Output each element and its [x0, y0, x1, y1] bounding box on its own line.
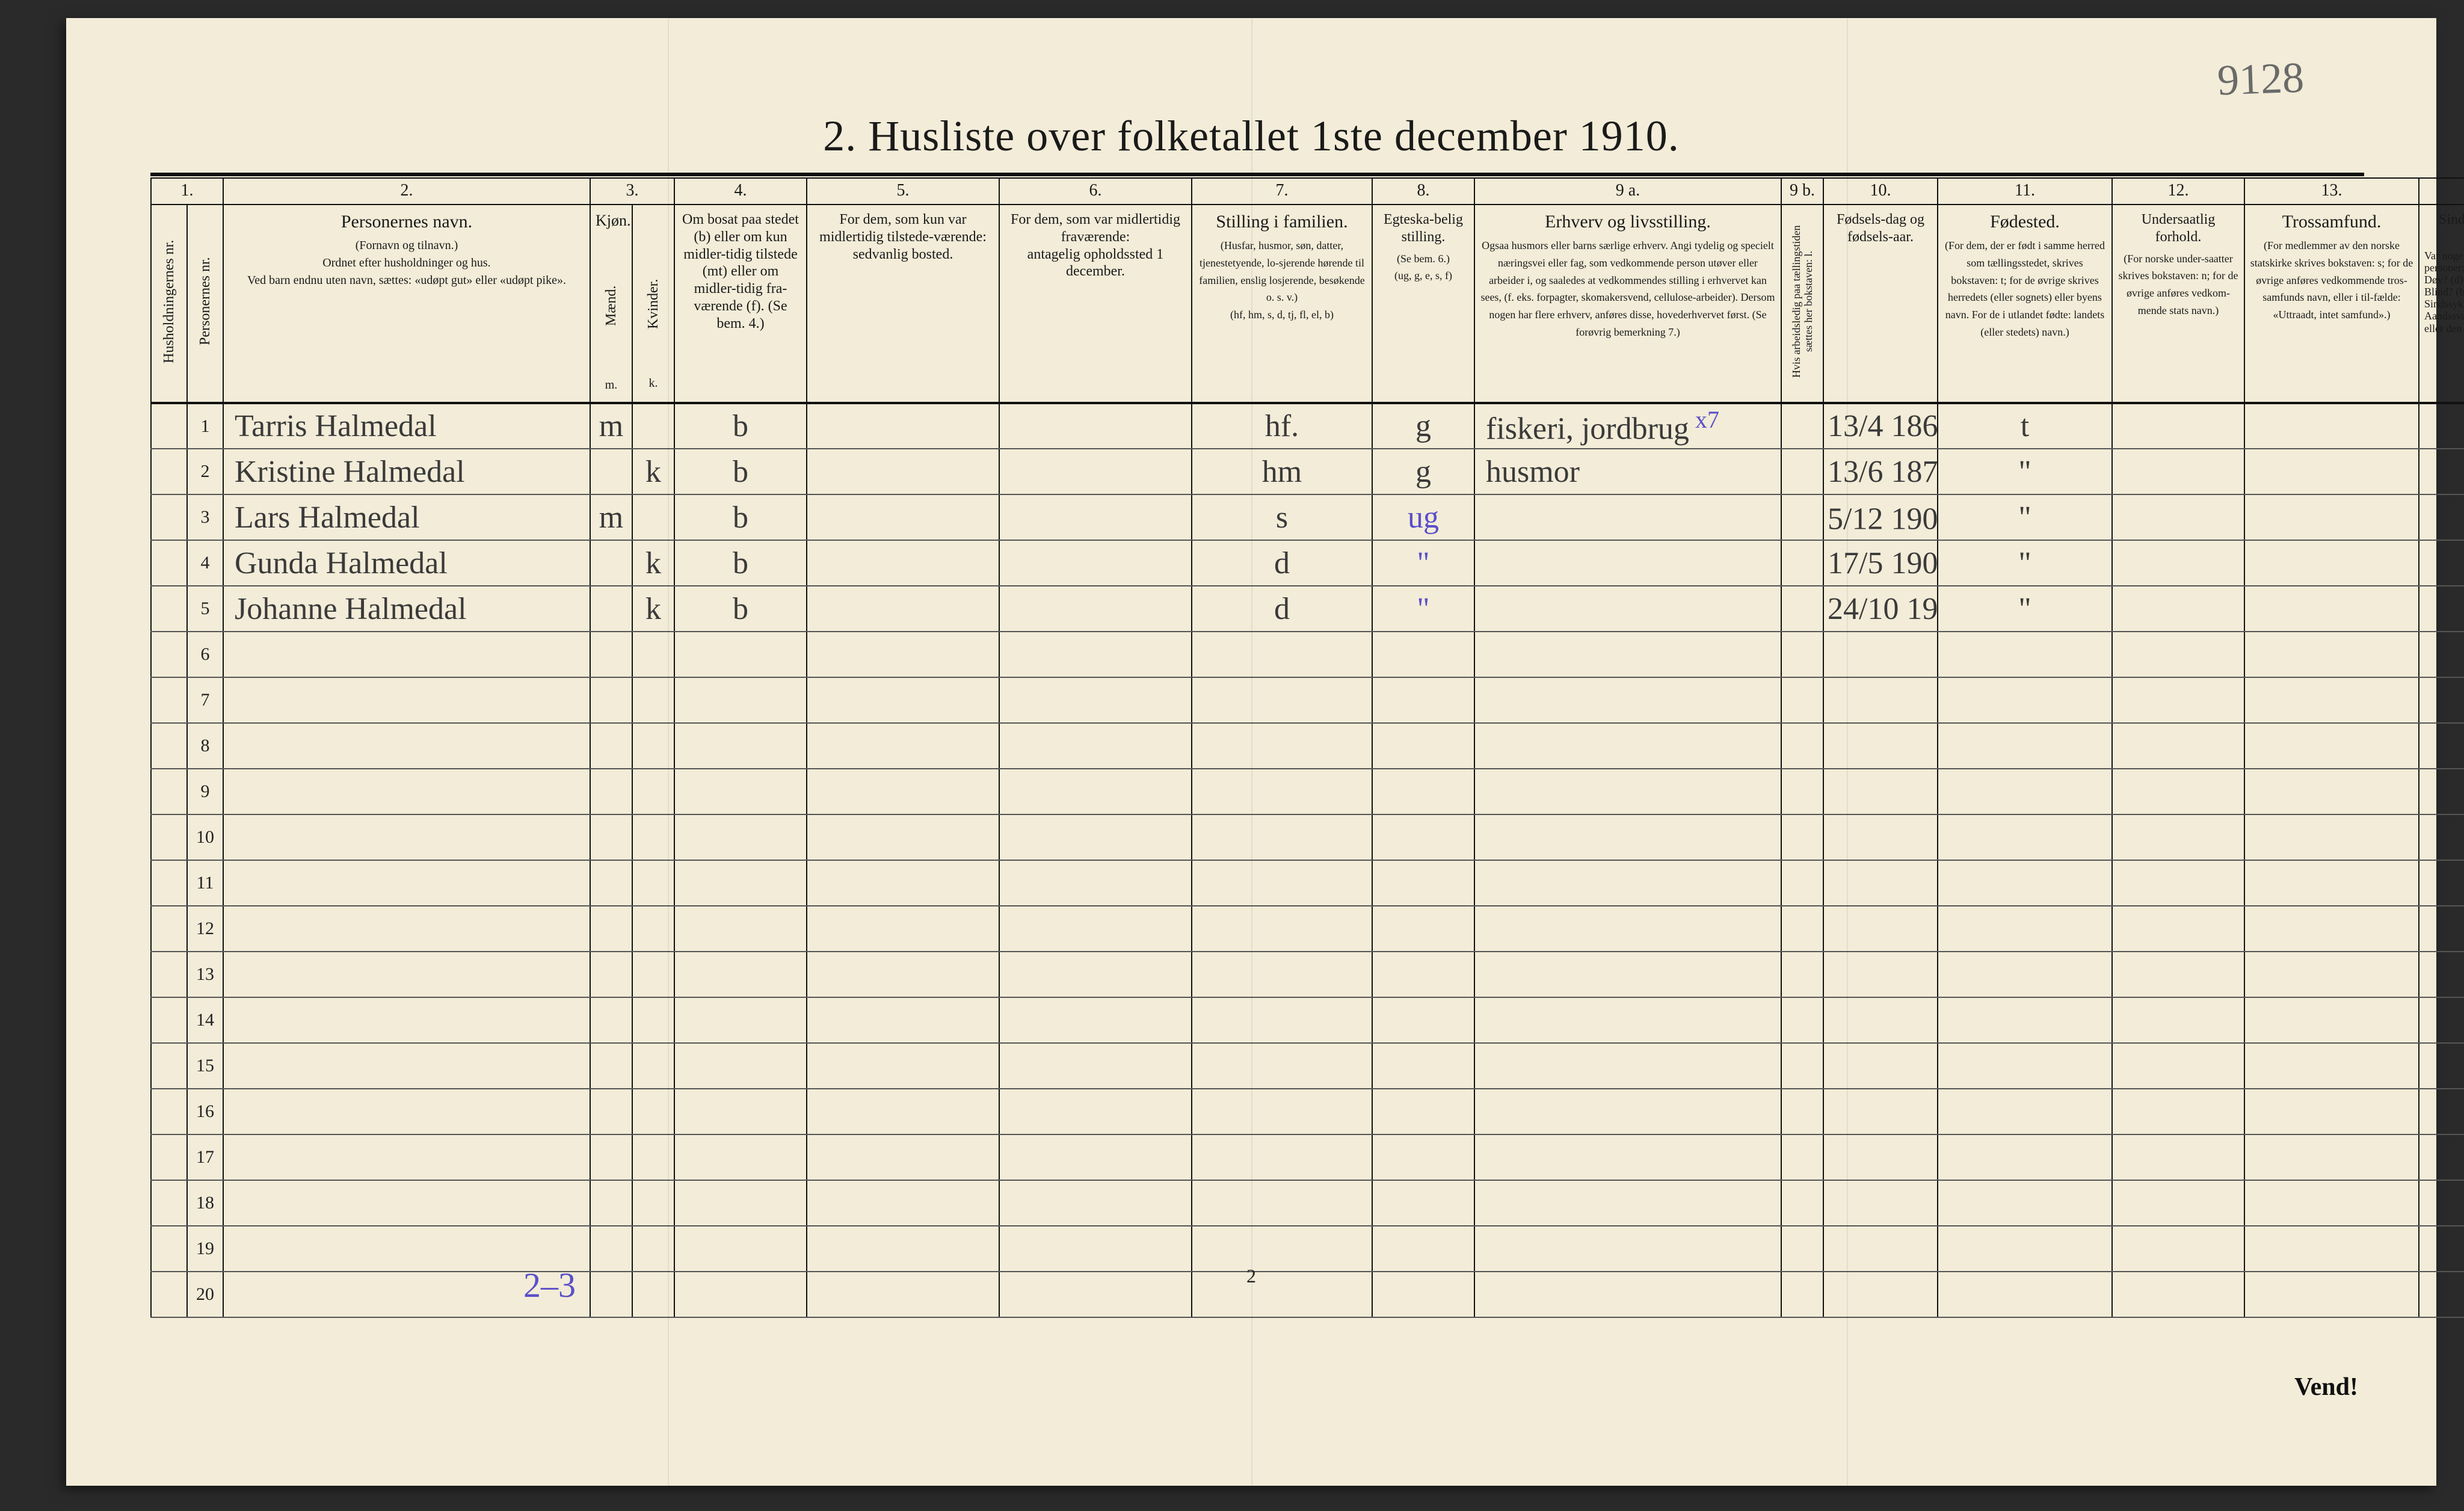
table-row: 3Lars Halmedalmbsug5/12 1902 +1" — [151, 494, 2464, 540]
census-rows: 1Tarris Halmedalmbhf.gfiskeri, jordbrug … — [151, 403, 2464, 1317]
colnum-3: 3. — [590, 178, 674, 205]
hdr-disability: Sindssvak, døv eller blind. Var nogen av… — [2419, 205, 2464, 403]
hdr-citizenship: Undersaatlig forhold. (For norske under-… — [2112, 205, 2244, 403]
table-row: 10 — [151, 814, 2464, 860]
column-number-row: 1. 2. 3. 4. 5. 6. 7. 8. 9 a. 9 b. 10. 11… — [151, 178, 2464, 205]
table-row: 13 — [151, 952, 2464, 997]
table-row: 5Johanne Halmedalkbd"24/10 1908" — [151, 586, 2464, 632]
page-fold — [668, 18, 669, 1486]
table-row: 14 — [151, 997, 2464, 1043]
vend-label: Vend! — [2294, 1373, 2358, 1402]
colnum-2: 2. — [223, 178, 590, 205]
census-page: 9128 2. Husliste over folketallet 1ste d… — [66, 18, 2436, 1486]
hdr-person-nr: Personernes nr. — [187, 205, 223, 403]
census-table: 1. 2. 3. 4. 5. 6. 7. 8. 9 a. 9 b. 10. 11… — [150, 177, 2464, 1318]
colnum-13: 13. — [2244, 178, 2419, 205]
table-row: 17 — [151, 1134, 2464, 1180]
table-row: 7 — [151, 677, 2464, 723]
page-annotation-number: 9128 — [2217, 53, 2305, 106]
census-table-wrap: 1. 2. 3. 4. 5. 6. 7. 8. 9 a. 9 b. 10. 11… — [150, 177, 2364, 1278]
colnum-11: 11. — [1938, 178, 2112, 205]
table-row: 8 — [151, 723, 2464, 769]
table-row: 9 — [151, 769, 2464, 814]
table-row: 11 — [151, 860, 2464, 906]
hdr-birthdate: Fødsels-dag og fødsels-aar. — [1823, 205, 1938, 403]
hdr-household-nr: Husholdningernes nr. — [151, 205, 187, 403]
colnum-6: 6. — [999, 178, 1192, 205]
colnum-4: 4. — [674, 178, 807, 205]
table-row: 6 — [151, 632, 2464, 677]
colnum-14: 14. — [2419, 178, 2464, 205]
page-fold — [1251, 18, 1252, 1486]
hdr-whereabouts: For dem, som var midlertidig fraværende:… — [999, 205, 1192, 403]
colnum-8: 8. — [1372, 178, 1474, 205]
colnum-9b: 9 b. — [1781, 178, 1823, 205]
colnum-9a: 9 a. — [1474, 178, 1781, 205]
colnum-12: 12. — [2112, 178, 2244, 205]
hdr-religion: Trossamfund. (For medlemmer av den norsk… — [2244, 205, 2419, 403]
hdr-birthplace: Fødested. (For dem, der er født i samme … — [1938, 205, 2112, 403]
hdr-residence-status: Om bosat paa stedet (b) eller om kun mid… — [674, 205, 807, 403]
table-row: 16 — [151, 1089, 2464, 1134]
colnum-5: 5. — [807, 178, 999, 205]
hdr-family-position: Stilling i familien. (Husfar, husmor, sø… — [1192, 205, 1372, 403]
table-row: 18 — [151, 1180, 2464, 1226]
hdr-name: Personernes navn. (Fornavn og tilnavn.) … — [223, 205, 590, 403]
colnum-7: 7. — [1192, 178, 1372, 205]
table-row: 2Kristine Halmedalkbhmghusmor13/6 1875" — [151, 449, 2464, 494]
column-header-row: Husholdningernes nr. Personernes nr. Per… — [151, 205, 2464, 403]
colnum-1: 1. — [151, 178, 223, 205]
hdr-unemployed: Hvis arbeidsledig paa tællingstiden sætt… — [1781, 205, 1823, 403]
hdr-sex-m: Kjøn. Mænd. m. — [590, 205, 632, 403]
table-row: 4Gunda Halmedalkbd"17/5 1906" — [151, 540, 2464, 586]
colnum-10: 10. — [1823, 178, 1938, 205]
table-row: 15 — [151, 1043, 2464, 1089]
page-fold — [1847, 18, 1848, 1486]
table-row: 12 — [151, 906, 2464, 952]
hdr-occupation: Erhverv og livsstilling. Ogsaa husmors e… — [1474, 205, 1781, 403]
table-row: 1Tarris Halmedalmbhf.gfiskeri, jordbrug … — [151, 403, 2464, 449]
hdr-marital: Egteska-belig stilling. (Se bem. 6.) (ug… — [1372, 205, 1474, 403]
hdr-usual-residence: For dem, som kun var midlertidig tilsted… — [807, 205, 999, 403]
